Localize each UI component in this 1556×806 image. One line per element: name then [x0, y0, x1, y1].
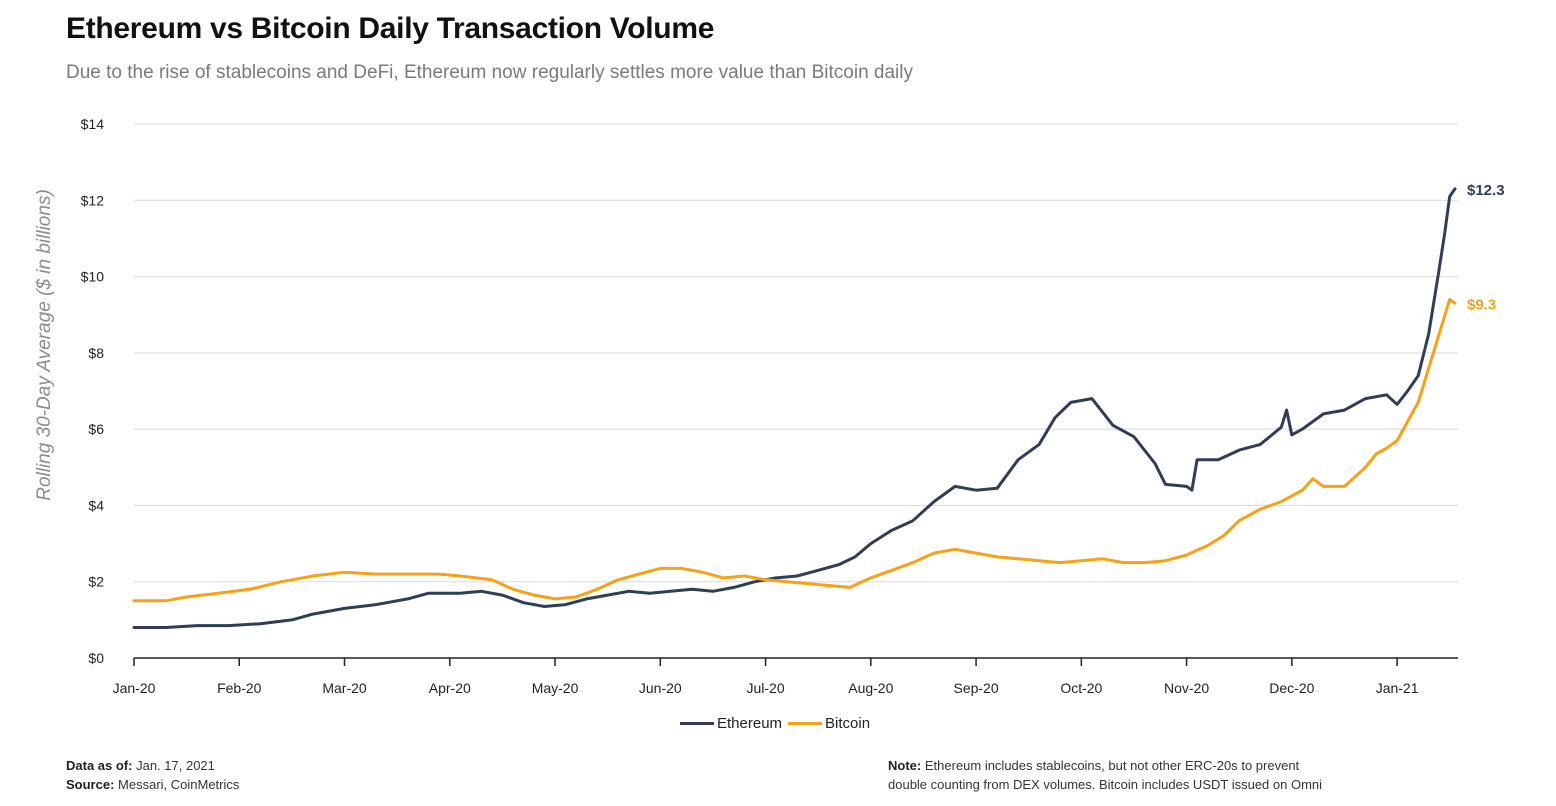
y-tick-label: $2: [88, 574, 104, 590]
source: Source: Messari, CoinMetrics: [66, 777, 240, 792]
legend-swatch-bitcoin: [788, 722, 823, 725]
note-line-1: Note: Ethereum includes stablecoins, but…: [888, 758, 1300, 773]
end-label-ethereum: $12.3: [1467, 182, 1505, 199]
x-tick-label: Aug-20: [848, 680, 893, 696]
x-tick-label: Jun-20: [639, 680, 682, 696]
legend-label-ethereum: Ethereum: [717, 715, 783, 732]
chart-title: Ethereum vs Bitcoin Daily Transaction Vo…: [66, 12, 715, 45]
legend-swatch-ethereum: [680, 722, 714, 725]
footer-note: Note: Ethereum includes stablecoins, but…: [888, 756, 1488, 794]
footer-meta: Data as of: Jan. 17, 2021 Source: Messar…: [66, 756, 239, 794]
legend-item-ethereum: Ethereum: [680, 715, 782, 732]
x-tick-label: Jan-20: [113, 680, 156, 696]
x-tick-label: Feb-20: [217, 680, 262, 696]
y-tick-label: $12: [81, 192, 105, 208]
x-tick-label: Nov-20: [1164, 680, 1209, 696]
x-tick-label: Jan-21: [1376, 680, 1419, 696]
legend-item-bitcoin: Bitcoin: [788, 715, 870, 732]
note-line-2: double counting from DEX volumes. Bitcoi…: [888, 777, 1323, 792]
chart-subtitle: Due to the rise of stablecoins and DeFi,…: [66, 62, 913, 83]
y-tick-label: $6: [88, 421, 104, 437]
data-as-of: Data as of: Jan. 17, 2021: [66, 758, 215, 773]
x-tick-label: Sep-20: [953, 680, 998, 696]
x-tick-label: Mar-20: [322, 680, 367, 696]
end-label-bitcoin: $9.3: [1467, 296, 1496, 313]
y-tick-label: $4: [88, 497, 104, 513]
y-tick-label: $8: [88, 345, 104, 361]
y-tick-label: $10: [81, 269, 105, 285]
series-line-bitcoin: [132, 298, 1457, 603]
legend: Ethereum Bitcoin: [680, 715, 876, 732]
x-tick-label: Jul-20: [746, 680, 784, 696]
x-tick-label: Apr-20: [429, 680, 471, 696]
x-tick-label: Oct-20: [1060, 680, 1102, 696]
y-tick-label: $14: [81, 116, 105, 132]
legend-label-bitcoin: Bitcoin: [825, 715, 871, 732]
x-tick-label: Dec-20: [1269, 680, 1314, 696]
y-tick-label: $0: [88, 650, 104, 666]
x-tick-label: May-20: [532, 680, 579, 696]
series-line-ethereum: [132, 187, 1457, 629]
